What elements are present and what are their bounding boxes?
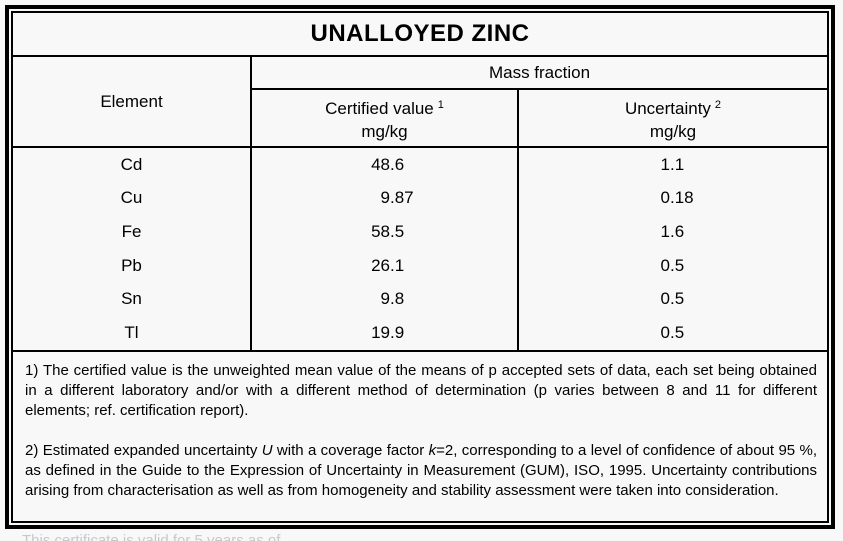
cell-element: Pb <box>13 248 252 283</box>
cell-certified-value: 26.1 <box>252 248 519 283</box>
certified-value-unit: mg/kg <box>361 121 408 141</box>
cell-element: Sn <box>13 282 252 316</box>
certified-value-label: Certified value 1 <box>325 98 444 118</box>
cell-uncertainty: 0.18 <box>660 188 694 208</box>
footnotes-section: 1) The certified value is the unweighted… <box>13 352 827 521</box>
cell-element: Fe <box>13 215 252 249</box>
cell-certified-value: 58.5 <box>252 215 519 249</box>
table-header: Element Mass fraction Certified value 1 m… <box>13 57 827 148</box>
cell-uncertainty: 0.5 <box>660 322 685 342</box>
cell-uncertainty: 0.5 <box>660 289 685 309</box>
cell-certified-value: 9.87 <box>252 181 519 216</box>
cell-certified-value: 19.9 <box>252 315 519 350</box>
certificate-table-frame: UNALLOYED ZINC Element Mass fraction Cer… <box>5 5 835 529</box>
footnote-ref-2: 2 <box>714 98 722 111</box>
table-body: Cd 48.6 1.1 Cu 9.87 0.18 Fe 58.5 1.6 Pb … <box>13 148 827 352</box>
cell-uncertainty: 1.1 <box>660 154 685 174</box>
column-header-element: Element <box>13 57 252 146</box>
table-title: UNALLOYED ZINC <box>13 13 827 57</box>
cell-element: Cu <box>13 181 252 216</box>
column-group-header-mass-fraction: Mass fraction <box>252 57 827 90</box>
column-header-uncertainty: Uncertainty 2 mg/kg <box>519 90 827 146</box>
certificate-table-inner-border: UNALLOYED ZINC Element Mass fraction Cer… <box>11 11 829 523</box>
cell-uncertainty: 0.5 <box>660 255 685 275</box>
symbol-k: k <box>428 442 437 459</box>
bottom-clipped-text: This certificate is valid for 5 years as… <box>22 532 281 541</box>
symbol-U: U <box>261 442 273 459</box>
cell-element: Cd <box>13 148 252 182</box>
uncertainty-unit: mg/kg <box>649 121 697 141</box>
cell-certified-value: 9.8 <box>252 282 519 316</box>
cell-uncertainty: 1.6 <box>660 221 685 241</box>
footnote-1: 1) The certified value is the unweighted… <box>25 362 817 419</box>
footnote-2: 2) Estimated expanded uncertainty U with… <box>25 442 817 499</box>
cell-certified-value: 48.6 <box>252 148 519 182</box>
footnote-ref-1: 1 <box>437 98 444 111</box>
uncertainty-label: Uncertainty 2 <box>624 98 722 118</box>
column-header-certified-value: Certified value 1 mg/kg <box>252 90 519 146</box>
cell-element: Tl <box>13 315 252 350</box>
